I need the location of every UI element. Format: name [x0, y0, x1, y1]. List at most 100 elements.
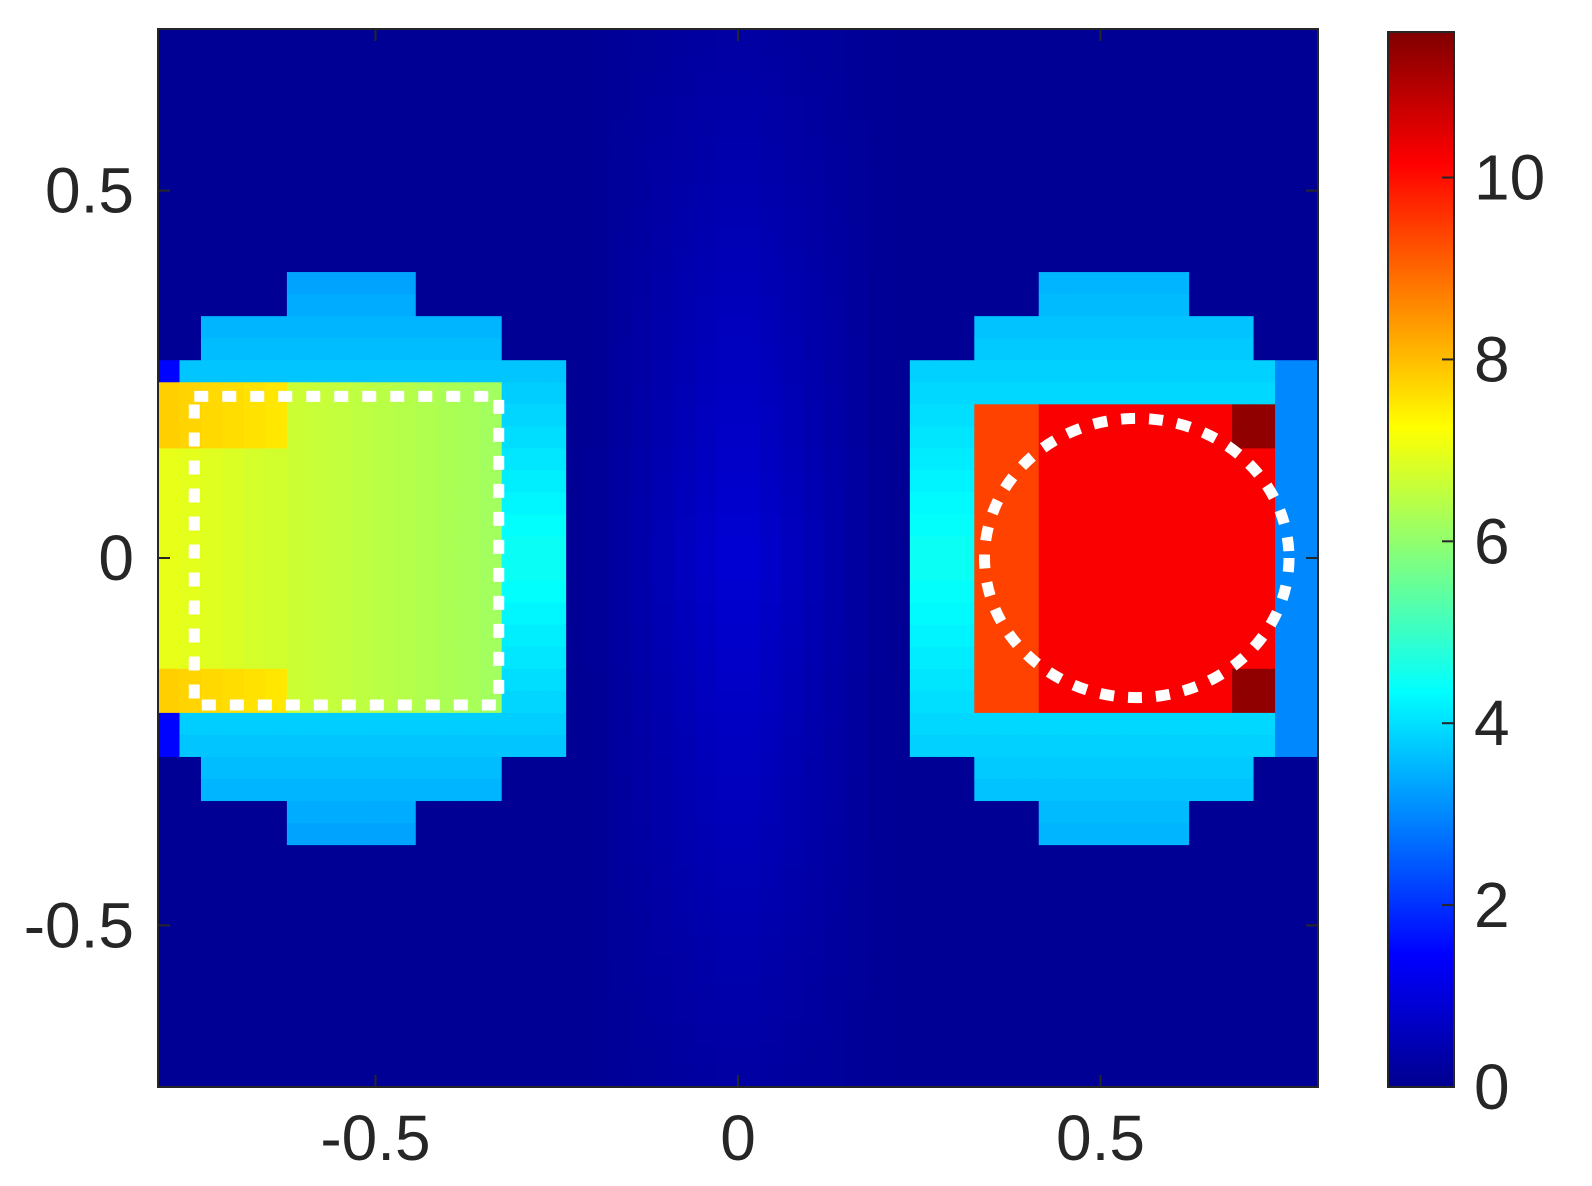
heatmap-cell [308, 1020, 331, 1044]
heatmap-cell [609, 1064, 632, 1087]
heatmap-cell [308, 866, 331, 890]
heatmap-cell [1060, 271, 1083, 295]
heatmap-cell [1124, 1064, 1147, 1087]
heatmap-cell [974, 668, 997, 691]
heatmap-cell [845, 624, 868, 647]
heatmap-cell [609, 73, 632, 96]
heatmap-cell [1124, 668, 1147, 691]
heatmap-cell [480, 1020, 503, 1044]
heatmap-cell [458, 359, 481, 383]
heatmap-cell [609, 932, 632, 956]
heatmap-cell [329, 403, 352, 427]
heatmap-cell [265, 778, 288, 802]
heatmap-cell [501, 998, 524, 1022]
heatmap-cell [845, 866, 868, 890]
heatmap-cell [1210, 425, 1233, 449]
heatmap-cell [179, 976, 202, 1000]
heatmap-cell [1103, 734, 1126, 757]
heatmap-cell [566, 359, 589, 383]
heatmap-cell [845, 1064, 868, 1087]
heatmap-cell [1253, 998, 1276, 1022]
heatmap-cell [1275, 315, 1298, 339]
heatmap-cell [458, 249, 481, 273]
heatmap-cell [501, 513, 524, 537]
heatmap-cell [802, 183, 825, 206]
heatmap-cell [909, 756, 932, 780]
heatmap-cell [1296, 227, 1318, 251]
heatmap-cell [1232, 602, 1255, 625]
heatmap-cell [1253, 359, 1276, 383]
heatmap-cell [308, 249, 331, 273]
heatmap-cell [308, 800, 331, 824]
heatmap-cell [222, 866, 245, 890]
heatmap-cell [780, 976, 804, 1000]
heatmap-cell [759, 998, 782, 1022]
heatmap-cell [222, 271, 245, 295]
heatmap-cell [630, 447, 653, 471]
heatmap-cell [1038, 491, 1061, 515]
heatmap-cell [1296, 602, 1318, 625]
heatmap-cell [909, 139, 932, 162]
heatmap-cell [286, 535, 309, 559]
heatmap-cell [738, 690, 761, 713]
heatmap-cell [1167, 95, 1190, 118]
heatmap-cell [1060, 1064, 1083, 1087]
heatmap-cell [222, 822, 245, 846]
heatmap-cell [265, 580, 288, 603]
heatmap-cell [1167, 359, 1190, 383]
heatmap-cell [222, 1042, 245, 1066]
heatmap-cell [1081, 249, 1104, 273]
heatmap-cell [200, 756, 224, 780]
heatmap-cell [1081, 822, 1104, 846]
heatmap-cell [1210, 271, 1233, 295]
heatmap-cell [1232, 73, 1255, 96]
heatmap-cell [1103, 602, 1126, 625]
heatmap-cell [1103, 668, 1126, 691]
heatmap-cell [1081, 447, 1104, 471]
heatmap-cell [1146, 491, 1169, 515]
heatmap-cell [609, 359, 632, 383]
heatmap-cell [329, 602, 352, 625]
heatmap-cell [673, 954, 696, 978]
heatmap-cell [995, 271, 1018, 295]
heatmap-cell [974, 403, 997, 427]
heatmap-cell [845, 293, 868, 317]
heatmap-cell [780, 602, 804, 625]
heatmap-cell [1189, 51, 1212, 74]
heatmap-cell [1232, 117, 1255, 140]
heatmap-cell [695, 998, 718, 1022]
heatmap-cell [888, 381, 911, 405]
heatmap-cell [480, 800, 503, 824]
heatmap-cell [952, 778, 975, 802]
heatmap-cell [716, 1020, 739, 1044]
heatmap-cell [630, 1064, 653, 1087]
heatmap-cell [974, 1064, 997, 1087]
heatmap-cell [437, 535, 460, 559]
heatmap-cell [158, 337, 181, 361]
heatmap-cell [243, 161, 267, 184]
heatmap-cell [823, 315, 847, 339]
heatmap-cell [1232, 469, 1255, 493]
heatmap-cell [243, 73, 267, 96]
heatmap-cell [909, 624, 932, 647]
heatmap-cell [695, 822, 718, 846]
heatmap-cell [1060, 690, 1083, 713]
heatmap-cell [673, 161, 696, 184]
heatmap-cell [458, 844, 481, 868]
heatmap-cell [1081, 205, 1104, 228]
heatmap-cell [952, 558, 975, 581]
heatmap-cell [995, 932, 1018, 956]
heatmap-cell [759, 491, 782, 515]
heatmap-cell [566, 580, 589, 603]
heatmap-cell [909, 227, 932, 251]
heatmap-cell [802, 403, 825, 427]
heatmap-cell [1275, 51, 1298, 74]
heatmap-cell [1275, 139, 1298, 162]
heatmap-cell [1017, 403, 1040, 427]
heatmap-cell [265, 183, 288, 206]
heatmap-cell [1167, 602, 1190, 625]
heatmap-cell [695, 844, 718, 868]
heatmap-cell [995, 535, 1018, 559]
heatmap-cell [544, 205, 567, 228]
heatmap-cell [1081, 535, 1104, 559]
